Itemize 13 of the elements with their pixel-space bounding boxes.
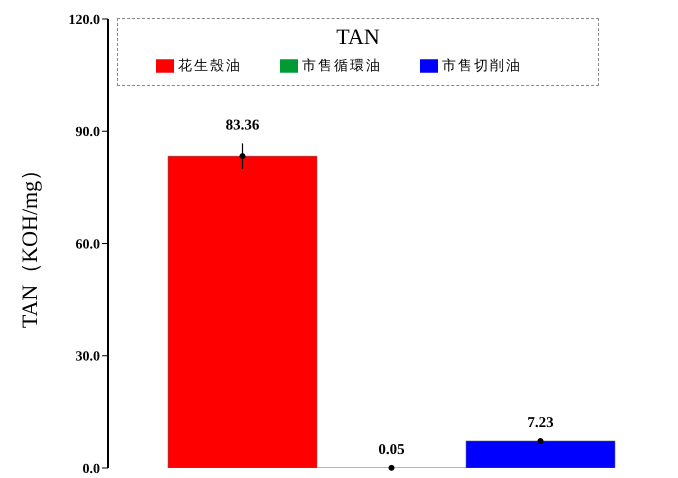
data-label: 7.23 — [527, 414, 554, 431]
y-axis-title: TAN（KOH/mg） — [17, 158, 42, 328]
legend-label: 市售切削油 — [442, 58, 522, 74]
y-tick-label: 90.0 — [76, 125, 100, 140]
y-tick-label: 0.0 — [82, 462, 100, 477]
legend-label: 花生殼油 — [178, 58, 242, 74]
data-label: 0.05 — [378, 442, 405, 458]
y-tick-label: 120.0 — [68, 12, 100, 28]
data-label: 83.36 — [226, 117, 260, 134]
legend-label: 市售循環油 — [302, 58, 382, 74]
legend-title: TAN — [335, 24, 381, 50]
y-tick-label: 60.0 — [76, 237, 100, 252]
y-tick-label: 30.0 — [76, 350, 100, 365]
